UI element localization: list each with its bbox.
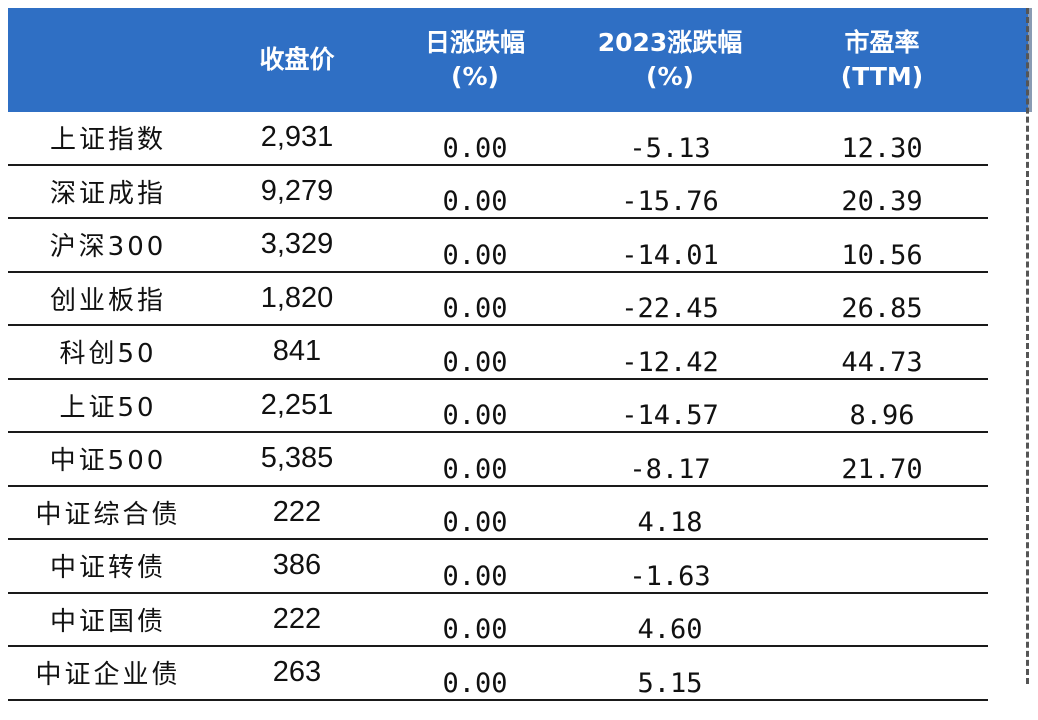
cell-daily-change: 0.00 — [386, 164, 564, 219]
cell-name: 中证综合债 — [8, 485, 208, 540]
table-row: 深证成指 9,279 0.00 -15.76 20.39 — [8, 164, 1028, 219]
cell-close: 263 — [208, 646, 386, 701]
cell-name: 中证企业债 — [8, 646, 208, 701]
cell-ytd-change: -8.17 — [564, 432, 776, 487]
cell-pe: 21.70 — [776, 432, 988, 487]
cell-ytd-change: -15.76 — [564, 164, 776, 219]
dashed-border — [1026, 8, 1029, 684]
table-body: 上证指数 2,931 0.00 -5.13 12.30 深证成指 9,279 0.00 -15.… — [8, 112, 1028, 701]
header-daily-change: 日涨跌幅 (%) — [386, 8, 564, 112]
cell-name: 沪深300 — [8, 218, 208, 273]
cell-gap — [988, 432, 1028, 486]
table-row: 上证指数 2,931 0.00 -5.13 12.30 — [8, 112, 1028, 166]
cell-daily-change: 0.00 — [386, 485, 564, 540]
cell-daily-change: 0.00 — [386, 432, 564, 487]
cell-close: 222 — [208, 485, 386, 540]
cell-name: 科创50 — [8, 325, 208, 380]
header-ytd-change: 2023涨跌幅 (%) — [564, 8, 776, 112]
cell-close: 9,279 — [208, 164, 386, 219]
cell-close: 3,329 — [208, 218, 386, 273]
cell-pe: 20.39 — [776, 164, 988, 219]
cell-close: 841 — [208, 325, 386, 380]
cell-ytd-change: -1.63 — [564, 539, 776, 594]
cell-pe — [776, 539, 988, 594]
cell-ytd-change: -14.57 — [564, 378, 776, 433]
cell-name: 中证国债 — [8, 592, 208, 647]
cell-ytd-change: -14.01 — [564, 218, 776, 273]
cell-daily-change: 0.00 — [386, 592, 564, 647]
cell-gap — [988, 379, 1028, 433]
cell-close: 2,931 — [208, 112, 386, 166]
cell-pe: 26.85 — [776, 271, 988, 326]
cell-pe: 44.73 — [776, 325, 988, 380]
header-gap — [988, 8, 1028, 112]
cell-gap — [988, 165, 1028, 219]
cell-gap — [988, 593, 1028, 647]
cell-name: 中证500 — [8, 432, 208, 487]
cell-name: 上证指数 — [8, 112, 208, 166]
cell-gap — [988, 646, 1028, 700]
cell-name: 中证转债 — [8, 539, 208, 594]
table-row: 中证国债 222 0.00 4.60 — [8, 592, 1028, 647]
market-table: 收盘价 日涨跌幅 (%) 2023涨跌幅 (%) 市盈率 (TTM) 上证指数 2… — [8, 8, 1028, 701]
cell-daily-change: 0.00 — [386, 646, 564, 701]
cell-pe — [776, 592, 988, 647]
header-close: 收盘价 — [208, 8, 386, 112]
cell-daily-change: 0.00 — [386, 325, 564, 380]
header-pe: 市盈率 (TTM) — [776, 8, 988, 112]
table-row: 中证综合债 222 0.00 4.18 — [8, 485, 1028, 540]
cell-gap — [988, 486, 1028, 540]
cell-ytd-change: -5.13 — [564, 112, 776, 166]
cell-pe — [776, 646, 988, 701]
header-name — [8, 8, 208, 112]
cell-gap — [988, 325, 1028, 379]
table-row: 中证500 5,385 0.00 -8.17 21.70 — [8, 432, 1028, 487]
cell-pe: 12.30 — [776, 112, 988, 166]
table-row: 上证50 2,251 0.00 -14.57 8.96 — [8, 378, 1028, 433]
table-row: 创业板指 1,820 0.00 -22.45 26.85 — [8, 271, 1028, 326]
cell-gap — [988, 218, 1028, 272]
cell-ytd-change: -12.42 — [564, 325, 776, 380]
table-row: 中证企业债 263 0.00 5.15 — [8, 646, 1028, 701]
cell-close: 222 — [208, 592, 386, 647]
cell-ytd-change: 5.15 — [564, 646, 776, 701]
cell-close: 2,251 — [208, 378, 386, 433]
cell-daily-change: 0.00 — [386, 378, 564, 433]
table-row: 沪深300 3,329 0.00 -14.01 10.56 — [8, 218, 1028, 273]
table-row: 中证转债 386 0.00 -1.63 — [8, 539, 1028, 594]
cell-gap — [988, 539, 1028, 593]
cell-gap — [988, 112, 1028, 165]
cell-name: 创业板指 — [8, 271, 208, 326]
cell-daily-change: 0.00 — [386, 271, 564, 326]
cell-name: 上证50 — [8, 378, 208, 433]
cell-ytd-change: -22.45 — [564, 271, 776, 326]
cell-pe: 8.96 — [776, 378, 988, 433]
cell-daily-change: 0.00 — [386, 539, 564, 594]
cell-close: 1,820 — [208, 271, 386, 326]
cell-daily-change: 0.00 — [386, 112, 564, 166]
cell-ytd-change: 4.60 — [564, 592, 776, 647]
cell-name: 深证成指 — [8, 164, 208, 219]
cell-close: 5,385 — [208, 432, 386, 487]
cell-gap — [988, 272, 1028, 326]
cell-daily-change: 0.00 — [386, 218, 564, 273]
table-row: 科创50 841 0.00 -12.42 44.73 — [8, 325, 1028, 380]
header-row: 收盘价 日涨跌幅 (%) 2023涨跌幅 (%) 市盈率 (TTM) — [8, 8, 1028, 112]
cell-ytd-change: 4.18 — [564, 485, 776, 540]
cell-pe — [776, 485, 988, 540]
cell-pe: 10.56 — [776, 218, 988, 273]
cell-close: 386 — [208, 539, 386, 594]
